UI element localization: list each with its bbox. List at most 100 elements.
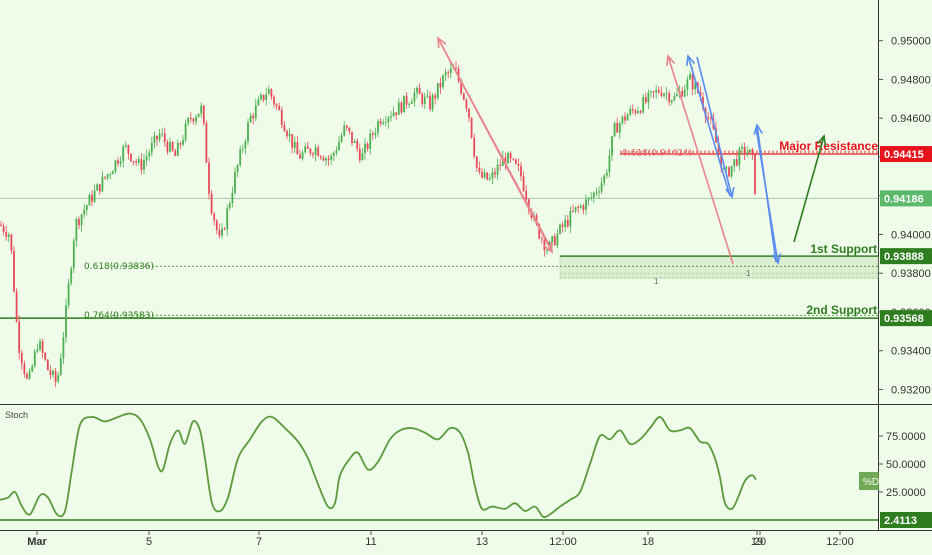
candle-body: [75, 218, 78, 241]
axes: 0.950000.948000.946000.944000.942000.940…: [27, 36, 932, 548]
candle-body: [262, 94, 265, 100]
blue-arrow-head: [753, 123, 763, 135]
candle-body: [343, 125, 346, 136]
candle-body: [109, 174, 112, 176]
candle-body: [317, 147, 320, 157]
y-tick-label: 0.94600: [891, 113, 931, 125]
candle-body: [72, 240, 75, 269]
candle-body: [626, 114, 629, 121]
candle-body: [197, 113, 200, 117]
zone-label: 1: [654, 277, 659, 286]
candle-body: [275, 104, 278, 106]
candle-body: [681, 91, 684, 97]
blue-arrow: [756, 124, 777, 263]
candle-body: [150, 143, 153, 153]
candle-body: [538, 224, 541, 239]
candle-body: [725, 167, 728, 169]
candle-body: [491, 172, 494, 179]
candle-body: [473, 137, 476, 157]
candle-body: [265, 94, 268, 100]
candle-body: [330, 155, 333, 161]
candle-body: [104, 176, 106, 178]
candle-body: [574, 207, 577, 212]
candle-body: [546, 250, 548, 252]
candle-body: [517, 163, 520, 166]
candle-body: [478, 168, 481, 172]
candle-body: [327, 158, 330, 161]
candle-body: [470, 117, 473, 138]
series-label-badge: [859, 472, 879, 490]
candle-body: [299, 154, 301, 159]
pink-arrow-head: [666, 54, 676, 67]
candle-body: [728, 167, 730, 177]
candle-body: [717, 142, 720, 154]
candle-body: [408, 103, 411, 105]
blue-arrow-head: [685, 54, 696, 67]
candle-body: [288, 134, 291, 137]
candle-body: [91, 194, 93, 202]
candle-body: [371, 133, 374, 135]
candle-body: [520, 165, 522, 177]
candle-body: [306, 146, 309, 149]
y-tick-label: 0.93400: [891, 346, 931, 358]
candle-body: [405, 95, 408, 105]
resistance-label: Major Resistance: [779, 139, 878, 153]
x-tick-label: 20: [754, 536, 766, 548]
candle-body: [650, 91, 652, 93]
x-tick-label: 7: [256, 536, 262, 548]
candle-body: [644, 97, 647, 103]
candle-body: [7, 234, 10, 237]
candle-body: [384, 122, 387, 124]
candle-body: [98, 184, 101, 192]
candle-body: [254, 105, 257, 119]
candle-body: [665, 93, 668, 95]
candle-body: [244, 141, 247, 149]
candle-body: [273, 96, 275, 105]
candle-body: [192, 118, 195, 122]
candle-body: [639, 111, 642, 113]
candle-body: [122, 146, 125, 162]
candle-body: [119, 161, 122, 164]
candle-body: [41, 341, 44, 353]
candle-body: [124, 145, 127, 147]
candle-body: [2, 225, 5, 232]
first-support-label: 1st Support: [810, 242, 877, 256]
fib-label: 0.618(0.93836): [84, 262, 154, 272]
candle-body: [444, 72, 447, 76]
candle-body: [442, 75, 444, 88]
candle-body: [449, 68, 452, 73]
candle-body: [161, 133, 164, 135]
candle-body: [595, 192, 598, 194]
candle-body: [741, 146, 743, 149]
candle-body: [475, 156, 478, 169]
candle-body: [239, 149, 242, 165]
candle-body: [585, 199, 587, 210]
blue-arrow: [696, 56, 733, 198]
candle-body: [577, 207, 580, 209]
candle-body: [676, 94, 678, 97]
osc-tick-label: 50.0000: [886, 459, 926, 471]
candle-body: [205, 123, 208, 163]
candle-body: [629, 108, 632, 115]
pink-arrow-head: [437, 36, 447, 49]
price-badge: [880, 190, 932, 207]
candle-body: [236, 164, 239, 173]
candle-body: [117, 160, 119, 164]
candle-body: [93, 190, 96, 202]
candle-body: [309, 148, 312, 154]
candle-body: [319, 156, 322, 158]
candle-body: [62, 337, 65, 359]
price-badge: [880, 248, 932, 265]
candle-body: [624, 116, 626, 121]
candle-body: [301, 152, 304, 159]
candle-body: [26, 374, 28, 379]
blue-arrow-head: [771, 253, 782, 265]
candle-body: [111, 171, 114, 175]
candle-body: [176, 143, 179, 157]
candle-body: [590, 197, 593, 199]
candle-body: [400, 102, 403, 113]
candle-body: [132, 161, 135, 163]
candle-body: [691, 73, 694, 90]
candle-body: [96, 184, 99, 191]
candle-body: [23, 363, 26, 375]
